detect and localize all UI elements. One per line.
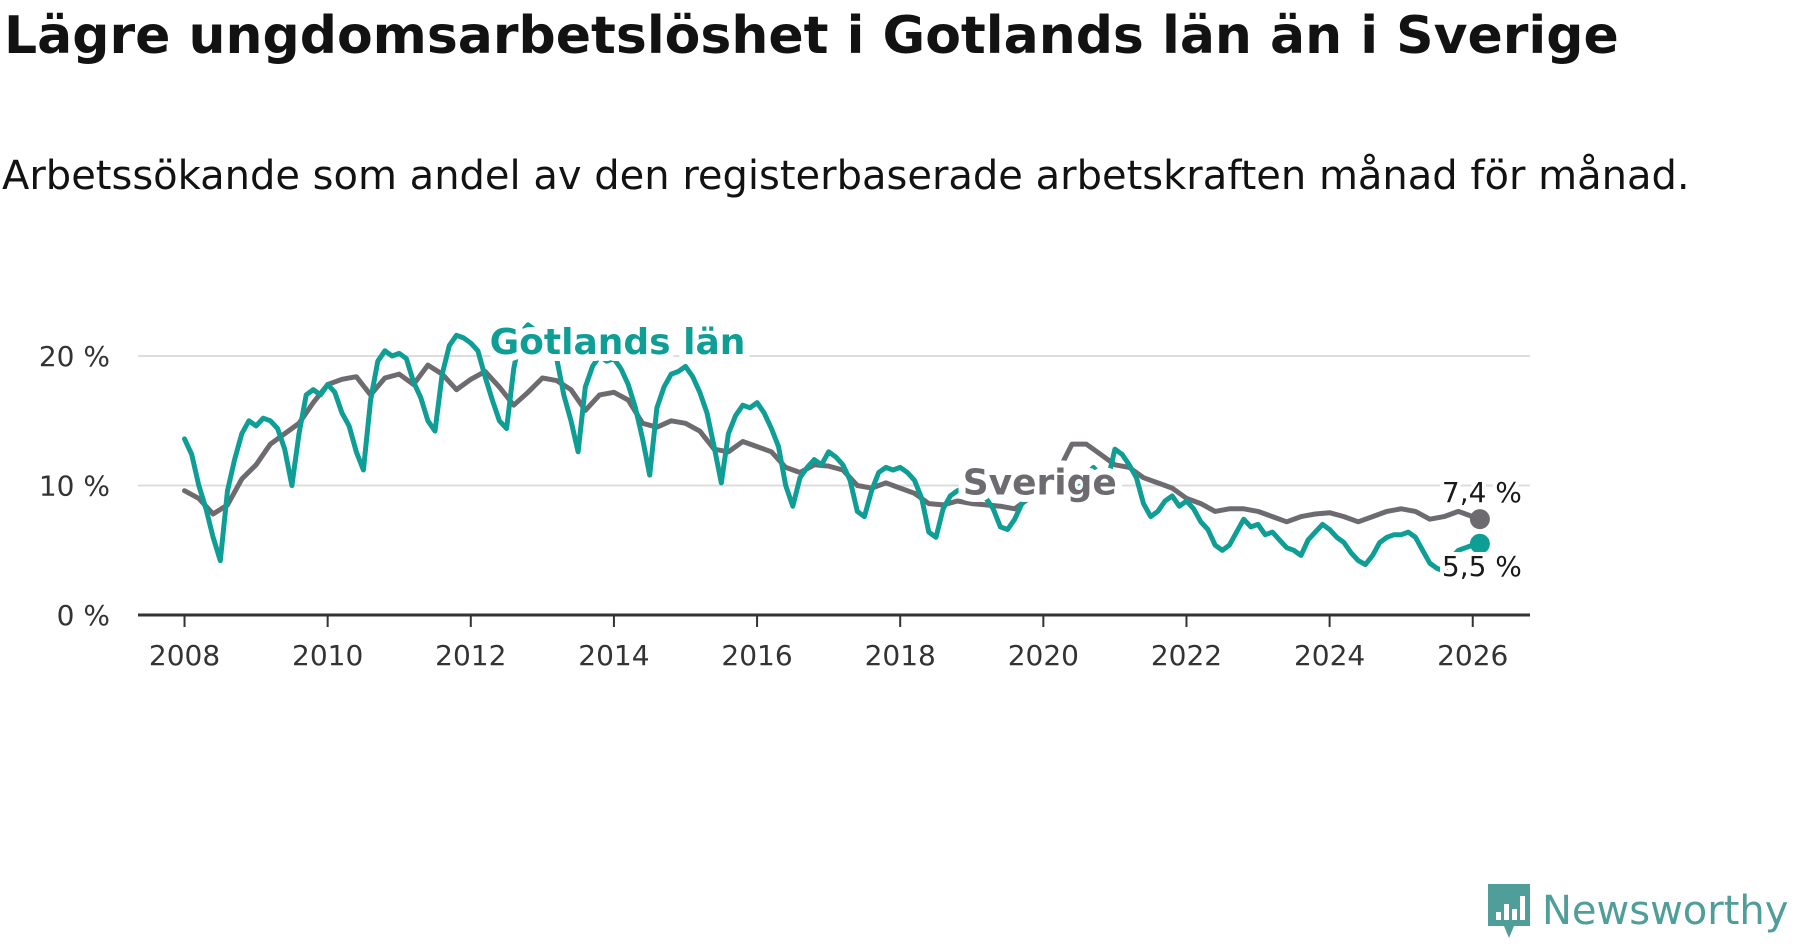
end-dot-sverige [1469,509,1490,530]
series-line-gotland [182,322,1483,574]
end-label-gotland: 5,5 % [1442,550,1522,583]
chart-subtitle: Arbetssökande som andel av den registerb… [2,153,1690,199]
end-label-sverige: 7,4 % [1442,476,1522,509]
series-label-gotland: Gotlands län [490,322,746,363]
x-tick-label: 2010 [292,639,363,672]
y-tick-label: 20 % [39,340,110,373]
series-label-sverige: Sverige [963,463,1117,504]
x-tick-label: 2018 [865,639,936,672]
end-dot-gotland [1469,533,1490,554]
y-tick-label: 10 % [39,470,110,503]
x-tick-label: 2024 [1294,639,1365,672]
x-tick-label: 2020 [1008,639,1079,672]
x-tick-label: 2008 [149,639,220,672]
x-tick-label: 2026 [1437,639,1508,672]
series-line-sverige [182,362,1483,525]
brand-name: Newsworthy [1542,888,1789,934]
y-tick-label: 0 % [57,599,110,632]
x-tick-label: 2016 [721,639,792,672]
series-layer [182,322,1490,574]
x-tick-label: 2022 [1151,639,1222,672]
x-tick-label: 2014 [578,639,649,672]
x-tick-label: 2012 [435,639,506,672]
label-layer: Gotlands län Sverige 7,4 % 5,5 % [483,315,1526,587]
axis-layer: 0 % 10 % 20 % 2008 2010 2012 2014 2016 2018 2020 2… [39,340,1530,672]
grid-layer [138,355,1530,487]
chart-title: Lägre ungdomsarbetslöshet i Gotlands län… [4,6,1619,66]
newsworthy-logo: Newsworthy [1486,882,1788,940]
newsworthy-logo-icon [1488,884,1530,938]
